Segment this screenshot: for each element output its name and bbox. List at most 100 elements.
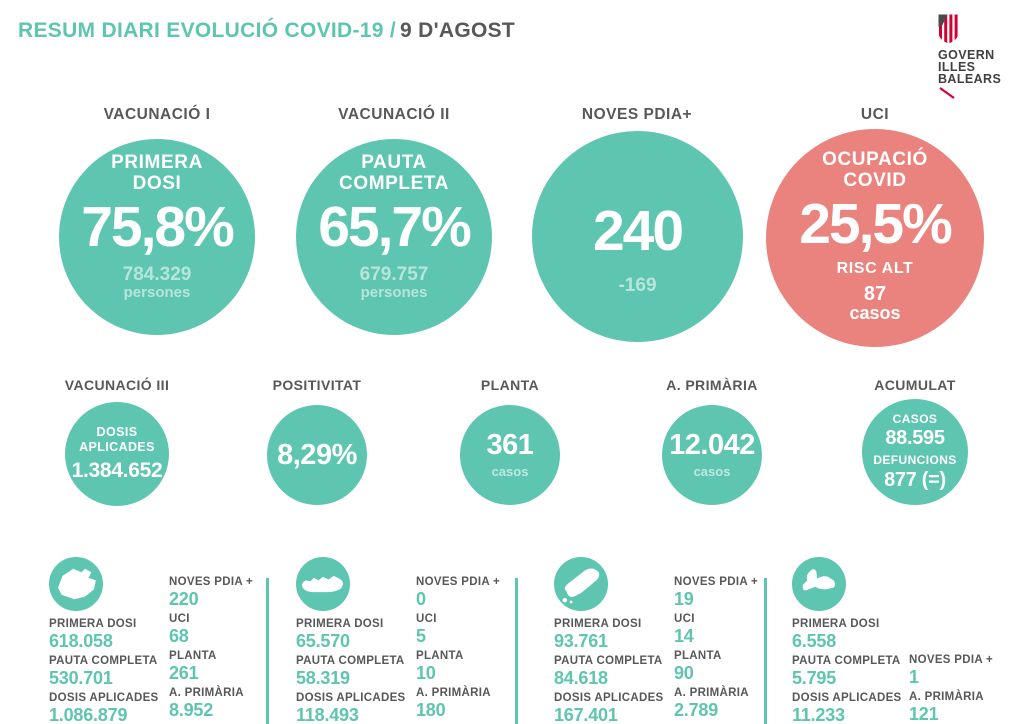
kpi-sub-value: 784.329 bbox=[122, 263, 192, 285]
stat: PAUTA COMPLETA 530.701 bbox=[49, 655, 158, 688]
stat: PAUTA COMPLETA 84.618 bbox=[554, 655, 663, 688]
kpi-circle-dosis-aplicades: DOSIS APLICADES 1.384.652 bbox=[65, 402, 169, 506]
kpi-cases-label: CASOS bbox=[892, 412, 938, 427]
stat: PAUTA COMPLETA 58.319 bbox=[296, 655, 405, 688]
kpi-delta: -169 bbox=[618, 275, 657, 296]
kpi-value: 240 bbox=[592, 199, 684, 263]
page-title-date: 9 D'AGOST bbox=[400, 19, 516, 42]
stat: PLANTA 261 bbox=[169, 650, 217, 683]
kpi-label: DOSIS APLICADES bbox=[79, 425, 155, 454]
stat: NOVES PDIA +1 bbox=[909, 654, 994, 687]
stat: PLANTA 90 bbox=[674, 650, 722, 683]
kpi-sub-label: casos bbox=[693, 464, 731, 479]
kpi-circle-acumulat: CASOS 88.595 DEFUNCIONS 877 (=) bbox=[862, 399, 968, 505]
stat: UCI 5 bbox=[416, 613, 437, 646]
mallorca-island-icon bbox=[49, 557, 103, 611]
island-stats-left: PRIMERA DOSI 618.058 PAUTA COMPLETA 530.70… bbox=[49, 618, 159, 724]
kpi-circle-a-primaria: 12.042 casos bbox=[662, 405, 762, 505]
kpi-cases-value: 87 bbox=[863, 282, 887, 305]
stat: UCI 68 bbox=[169, 613, 190, 646]
section-divider bbox=[515, 578, 518, 724]
kpi-value: 25,5% bbox=[799, 191, 953, 256]
stat: NOVES PDIA +0 bbox=[416, 576, 501, 609]
header-vacunacio-1: VACUNACIÓ I bbox=[103, 106, 211, 123]
kpi-cases-label: casos bbox=[849, 302, 901, 323]
island-stats-right: NOVES PDIA +220 UCI 68 PLANTA 261 A. PRIMÀ… bbox=[169, 576, 253, 724]
logo-line-balears: BALEARS bbox=[938, 72, 1002, 86]
stat: DOSIS APLICADES 1.086.879 bbox=[49, 692, 159, 724]
header-a-primaria: A. PRIMÀRIA bbox=[666, 377, 758, 393]
kpi-label: PRIMERA DOSI bbox=[111, 152, 203, 195]
island-section-formentera: PRIMERA DOSI 6.558 PAUTA COMPLETA 5.795 DO… bbox=[783, 557, 1013, 724]
kpi-label: PAUTA COMPLETA bbox=[339, 152, 449, 195]
stat: NOVES PDIA +220 bbox=[169, 576, 254, 609]
kpi-sub-label: persones bbox=[360, 284, 428, 302]
island-stats-right: NOVES PDIA +19 UCI 14 PLANTA 90 A. PRIMÀRI… bbox=[674, 576, 758, 724]
kpi-value: 1.384.652 bbox=[71, 458, 163, 482]
stat: DOSIS APLICADES 11.233 bbox=[792, 692, 902, 724]
island-stats-right: NOVES PDIA +0 UCI 5 PLANTA 10 A. PRIMÀRIA 1… bbox=[416, 576, 500, 724]
stat: PRIMERA DOSI 618.058 bbox=[49, 618, 137, 651]
stat: NOVES PDIA +19 bbox=[674, 576, 759, 609]
kpi-circle-noves-pdia: 240 -169 bbox=[532, 131, 743, 342]
kpi-circle-planta: 361 casos bbox=[460, 405, 560, 505]
kpi-cases-value: 88.595 bbox=[885, 426, 945, 449]
page-title: RESUM DIARI EVOLUCIÓ COVID-19 /9 D'AGOST bbox=[18, 19, 515, 43]
stat: UCI 14 bbox=[674, 613, 695, 646]
kpi-sub-label: casos bbox=[491, 464, 529, 479]
section-divider bbox=[764, 578, 767, 724]
stat: PLANTA 10 bbox=[416, 650, 464, 683]
kpi-deaths-value: 877 (=) bbox=[884, 468, 946, 491]
kpi-value: 8,29% bbox=[277, 438, 357, 471]
stat: PRIMERA DOSI 93.761 bbox=[554, 618, 642, 651]
stat: A. PRIMÀRIA 2.789 bbox=[674, 687, 749, 720]
page-title-main: RESUM DIARI EVOLUCIÓ COVID-19 / bbox=[18, 19, 397, 42]
logo-slash-icon bbox=[939, 87, 955, 99]
header-vacunacio-3: VACUNACIÓ III bbox=[64, 377, 170, 393]
section-divider bbox=[266, 578, 269, 724]
island-section-eivissa: PRIMERA DOSI 93.761 PAUTA COMPLETA 84.618 … bbox=[545, 557, 775, 724]
kpi-risk-level: RISC ALT bbox=[836, 259, 914, 277]
kpi-circle-pauta-completa: PAUTA COMPLETA 65,7% 679.757 persones bbox=[296, 139, 492, 335]
kpi-value: 12.042 bbox=[669, 429, 755, 461]
island-stats-left: PRIMERA DOSI 65.570 PAUTA COMPLETA 58.319 … bbox=[296, 618, 406, 724]
kpi-value: 75,8% bbox=[81, 194, 235, 259]
stat: A. PRIMÀRIA 121 bbox=[909, 691, 984, 724]
logo-text: GOVERN ILLES BALEARS bbox=[938, 49, 1018, 99]
header-uci: UCI bbox=[860, 106, 890, 123]
stat: DOSIS APLICADES 167.401 bbox=[554, 692, 664, 724]
header-acumulat: ACUMULAT bbox=[874, 377, 956, 393]
stat: DOSIS APLICADES 118.493 bbox=[296, 692, 406, 724]
coat-of-arms-icon bbox=[938, 14, 959, 44]
island-stats-left: PRIMERA DOSI 93.761 PAUTA COMPLETA 84.618 … bbox=[554, 618, 664, 724]
kpi-label: OCUPACIÓ COVID bbox=[822, 149, 928, 192]
stat: A. PRIMÀRIA 180 bbox=[416, 687, 491, 720]
kpi-deaths-label: DEFUNCIONS bbox=[873, 452, 957, 467]
island-section-mallorca: PRIMERA DOSI 618.058 PAUTA COMPLETA 530.70… bbox=[40, 557, 270, 724]
stat: A. PRIMÀRIA 8.952 bbox=[169, 687, 244, 720]
logo-line-illes: ILLES bbox=[938, 60, 976, 74]
logo-line-govern: GOVERN bbox=[938, 48, 995, 62]
island-section-menorca: PRIMERA DOSI 65.570 PAUTA COMPLETA 58.319 … bbox=[287, 557, 517, 724]
kpi-value: 361 bbox=[486, 429, 534, 461]
header-vacunacio-2: VACUNACIÓ II bbox=[338, 106, 450, 123]
formentera-island-icon bbox=[792, 557, 846, 611]
header-positivitat: POSITIVITAT bbox=[272, 377, 362, 393]
header-noves-pdia: NOVES PDIA+ bbox=[581, 106, 693, 123]
kpi-sub-label: persones bbox=[123, 284, 191, 302]
stat: PRIMERA DOSI 65.570 bbox=[296, 618, 384, 651]
stat: PAUTA COMPLETA 5.795 bbox=[792, 655, 901, 688]
stat: PRIMERA DOSI 6.558 bbox=[792, 618, 880, 651]
menorca-island-icon bbox=[296, 557, 350, 611]
eivissa-island-icon bbox=[554, 557, 608, 611]
kpi-sub-value: 679.757 bbox=[359, 263, 429, 285]
header-planta: PLANTA bbox=[480, 377, 540, 393]
govern-illes-balears-logo: GOVERN ILLES BALEARS bbox=[938, 13, 1018, 99]
kpi-circle-positivitat: 8,29% bbox=[267, 405, 367, 505]
kpi-circle-uci-ocupacio: OCUPACIÓ COVID 25,5% RISC ALT 87 casos bbox=[766, 129, 984, 347]
kpi-circle-primera-dosi: PRIMERA DOSI 75,8% 784.329 persones bbox=[59, 139, 255, 335]
island-stats-left: PRIMERA DOSI 6.558 PAUTA COMPLETA 5.795 DO… bbox=[792, 618, 902, 724]
island-stats-right: NOVES PDIA +1 A. PRIMÀRIA 121 bbox=[909, 654, 993, 724]
kpi-value: 65,7% bbox=[318, 194, 472, 259]
